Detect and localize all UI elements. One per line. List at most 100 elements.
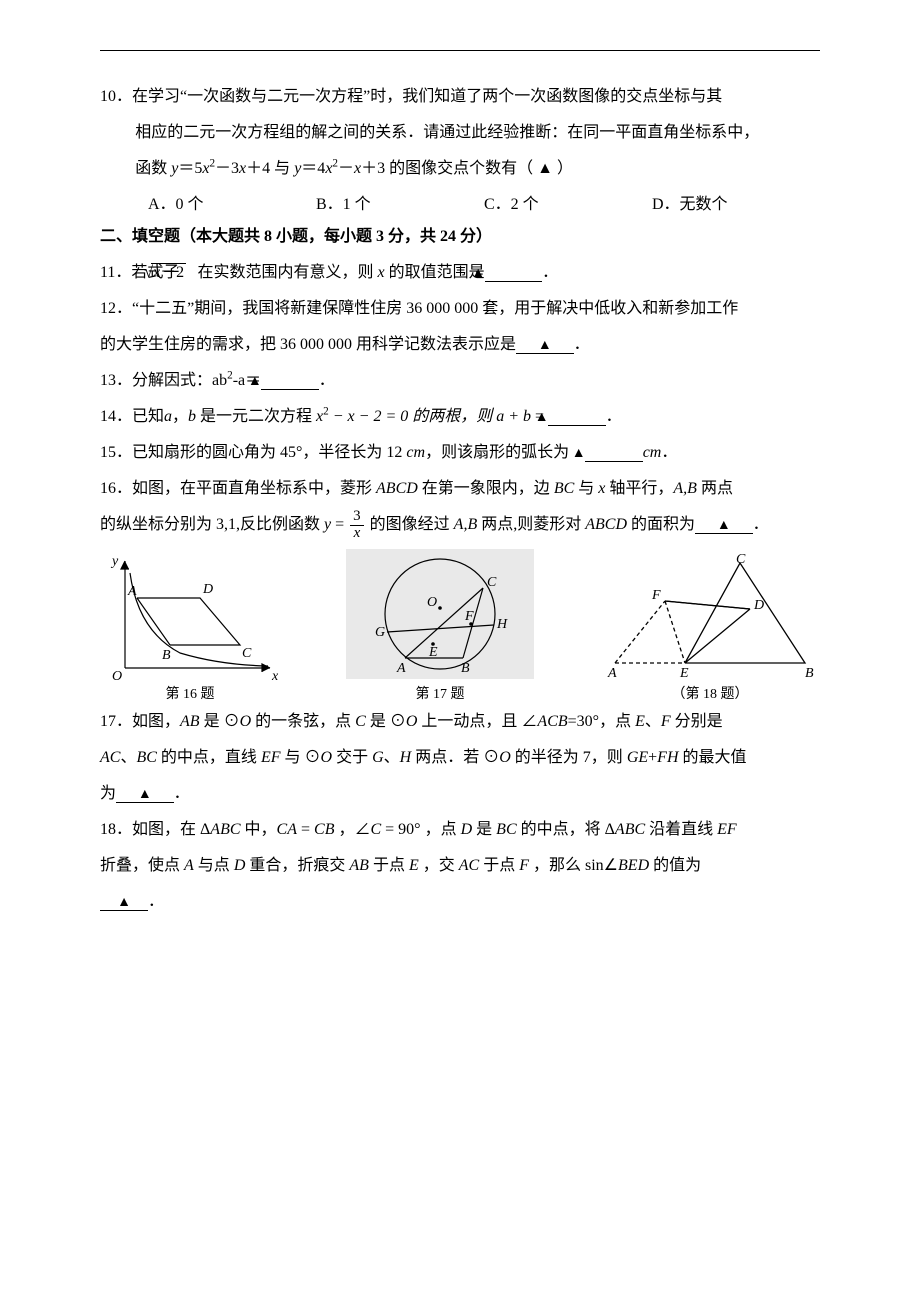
q14: 14．已知a，b 是一元二次方程 x2 − x − 2 = 0 的两根，则 a … bbox=[100, 401, 820, 433]
q18-ABC2: ABC bbox=[615, 821, 645, 838]
blank: ▲ bbox=[116, 786, 174, 803]
q13-end: ． bbox=[319, 372, 335, 389]
q17-l2t: 的最大值 bbox=[679, 749, 747, 766]
q11-rtail: －2 bbox=[160, 264, 184, 281]
q10-opt-d: D．无数个 bbox=[652, 189, 820, 221]
q17-m1: 是 ⊙ bbox=[200, 713, 240, 730]
fig17-H: H bbox=[496, 617, 508, 632]
q17-l3pre: 为 bbox=[100, 785, 116, 802]
q17-O: O bbox=[240, 713, 252, 730]
q11-post: 在实数范围内有意义，则 bbox=[197, 264, 377, 281]
q15-cm1: cm bbox=[406, 444, 425, 461]
q17-c3: 、 bbox=[384, 749, 400, 766]
q16-ab2: A,B bbox=[454, 516, 478, 533]
figure-17-caption: 第 17 题 bbox=[416, 685, 465, 705]
fig17-C: C bbox=[487, 575, 497, 590]
q10-e1a: ＝5 bbox=[178, 160, 202, 177]
q17-AB: AB bbox=[180, 713, 200, 730]
q12-l1: 12．“十二五”期间，我国将新建保障性住房 36 000 000 套，用于解决中… bbox=[100, 293, 820, 325]
top-rule bbox=[100, 50, 820, 51]
q17-l2m4: 两点．若 ⊙ bbox=[411, 749, 499, 766]
q17-FH: FH bbox=[657, 749, 678, 766]
q16-m1: 在第一象限内，边 bbox=[418, 480, 554, 497]
fig18-D: D bbox=[753, 598, 764, 613]
q18-A: A bbox=[184, 857, 194, 874]
fig17-O: O bbox=[427, 595, 437, 610]
frac-num: 3 bbox=[350, 509, 364, 526]
q17-O4: O bbox=[499, 749, 511, 766]
page: 10．在学习“一次函数与二元一次方程”时，我们知道了两个一次函数图像的交点坐标与… bbox=[100, 0, 820, 982]
q17-m6: 分别是 bbox=[671, 713, 723, 730]
q18-eq: = bbox=[297, 821, 314, 838]
q18-CA: CA bbox=[277, 821, 297, 838]
q12-end: ． bbox=[574, 336, 590, 353]
figure-18: A B C D E F （第 18 题） bbox=[600, 553, 820, 705]
q17-l1: 17．如图，AB 是 ⊙O 的一条弦，点 C 是 ⊙O 上一动点，且 ∠ACB=… bbox=[100, 706, 820, 738]
q18-ABC: ABC bbox=[210, 821, 240, 838]
q16-l2m: 的图像经过 bbox=[366, 516, 454, 533]
q17-l2m5: 的半径为 7，则 bbox=[511, 749, 627, 766]
q14-pre: 14．已知 bbox=[100, 408, 164, 425]
q18-m3: = 90° ，点 bbox=[381, 821, 460, 838]
q16-eq: = bbox=[331, 516, 348, 533]
q18-m5: 的中点，将 Δ bbox=[517, 821, 615, 838]
q10-e2a: ＝4 bbox=[301, 160, 325, 177]
fig16-x: x bbox=[271, 669, 279, 683]
q15-end: ． bbox=[661, 444, 677, 461]
q17-F: F bbox=[661, 713, 671, 730]
q16-m4: 两点 bbox=[697, 480, 733, 497]
q10-opt-c: C．2 个 bbox=[484, 189, 652, 221]
q17-GE: GE bbox=[627, 749, 648, 766]
fig16-y: y bbox=[110, 554, 119, 569]
blank: ▲ bbox=[516, 337, 574, 354]
q12-l2-pre: 的大学生住房的需求，把 36 000 000 用科学记数法表示应是 bbox=[100, 336, 516, 353]
q16-l2pre: 的纵坐标分别为 3,1,反比例函数 bbox=[100, 516, 324, 533]
blank: ▲ bbox=[261, 373, 319, 390]
figure-16-caption: 第 16 题 bbox=[166, 685, 215, 705]
fig16-D: D bbox=[202, 582, 213, 597]
q18-AC: AC bbox=[459, 857, 479, 874]
q10-line1: 10．在学习“一次函数与二元一次方程”时，我们知道了两个一次函数图像的交点坐标与… bbox=[100, 81, 820, 113]
q18-pre: 18．如图，在 Δ bbox=[100, 821, 210, 838]
q16-m3: 轴平行， bbox=[605, 480, 673, 497]
fig18-B: B bbox=[805, 666, 814, 681]
q17-m4: 上一动点，且 ∠ bbox=[417, 713, 537, 730]
q14-mid: 是一元二次方程 bbox=[196, 408, 316, 425]
blank: ▲ bbox=[100, 894, 148, 911]
sqrt-icon: √x－2 bbox=[179, 257, 197, 289]
q15-cm2: cm bbox=[643, 444, 662, 461]
q18-m2: ，∠ bbox=[334, 821, 370, 838]
q15-pre: 15．已知扇形的圆心角为 45°，半径长为 12 bbox=[100, 444, 406, 461]
q13-pre: 13．分解因式：ab bbox=[100, 372, 227, 389]
q11-end: ． bbox=[542, 264, 558, 281]
q17-ACB: ACB bbox=[537, 713, 567, 730]
q18-l2t2: 的值为 bbox=[649, 857, 701, 874]
q18-D: D bbox=[461, 821, 473, 838]
q18-l1: 18．如图，在 ΔABC 中，CA = CB ，∠C = 90° ，点 D 是 … bbox=[100, 814, 820, 846]
q10-e2b: － bbox=[338, 160, 354, 177]
q14-c1: ， bbox=[172, 408, 188, 425]
q15-mid: ，则该扇形的弧长为 bbox=[425, 444, 569, 461]
q17-plus: + bbox=[648, 749, 657, 766]
figure-16-svg: y x O A B C D bbox=[100, 553, 280, 683]
q10-l3-suf: 的图像交点个数有（ ▲ ） bbox=[385, 160, 573, 177]
q17-m3: 是 ⊙ bbox=[366, 713, 406, 730]
q18-BC2: BC bbox=[496, 821, 516, 838]
q16-abcd2: ABCD bbox=[585, 516, 627, 533]
q18-l2m2: 重合，折痕交 bbox=[245, 857, 349, 874]
q18-end: ． bbox=[148, 893, 164, 910]
q16-m2: 与 bbox=[574, 480, 598, 497]
q18-l3: ▲． bbox=[100, 886, 820, 918]
q18-l2m4: ，交 bbox=[419, 857, 459, 874]
q18-m6: 沿着直线 bbox=[645, 821, 717, 838]
q18-l2m3: 于点 bbox=[369, 857, 409, 874]
figure-16: y x O A B C D 第 16 题 bbox=[100, 553, 280, 705]
fig18-C: C bbox=[736, 553, 746, 567]
fig16-B: B bbox=[162, 648, 171, 663]
triangle-icon: ▲ bbox=[117, 896, 131, 910]
q17-m5: =30°，点 bbox=[568, 713, 635, 730]
q17-m2: 的一条弦，点 bbox=[251, 713, 355, 730]
q18-m4: 是 bbox=[472, 821, 496, 838]
q12-l2: 的大学生住房的需求，把 36 000 000 用科学记数法表示应是▲． bbox=[100, 329, 820, 361]
q17-O2: O bbox=[406, 713, 418, 730]
